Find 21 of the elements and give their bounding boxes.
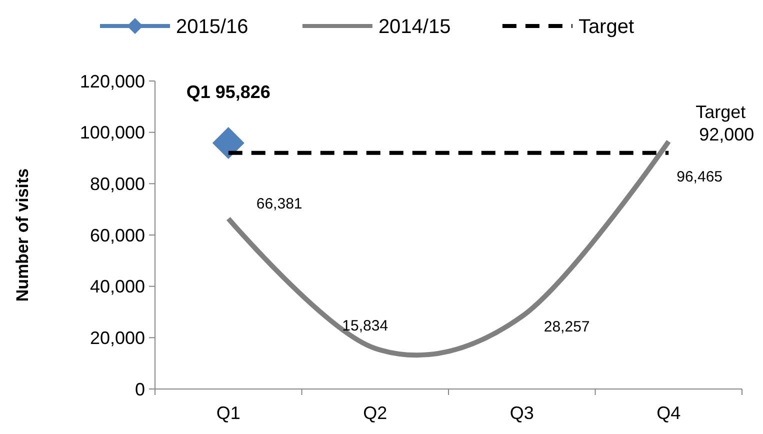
legend-label: Target (578, 16, 634, 38)
y-axis-title: Number of visits (13, 168, 32, 302)
y-tick-label: 120,000 (80, 71, 145, 92)
y-tick-label: 100,000 (80, 122, 145, 143)
x-tick-label: Q3 (510, 403, 534, 423)
x-tick-label: Q2 (363, 403, 388, 423)
x-tick-label: Q4 (656, 403, 681, 423)
data-label: Q1 95,826 (186, 82, 270, 102)
y-tick-label: 0 (134, 379, 145, 400)
y-tick-label: 40,000 (90, 276, 145, 297)
y-tick-label: 60,000 (90, 225, 145, 246)
data-label: 66,381 (256, 196, 302, 213)
y-tick-label: 20,000 (90, 328, 145, 348)
y-tick-label: 80,000 (90, 174, 145, 194)
data-label: Target 92,000 (696, 102, 754, 144)
legend-label: 2014/15 (378, 16, 451, 38)
legend-label: 2015/16 (176, 16, 248, 38)
data-label: 28,257 (544, 318, 590, 336)
x-tick-label: Q1 (216, 403, 240, 423)
data-label: 15,834 (342, 317, 388, 334)
data-label: 96,465 (676, 168, 723, 186)
